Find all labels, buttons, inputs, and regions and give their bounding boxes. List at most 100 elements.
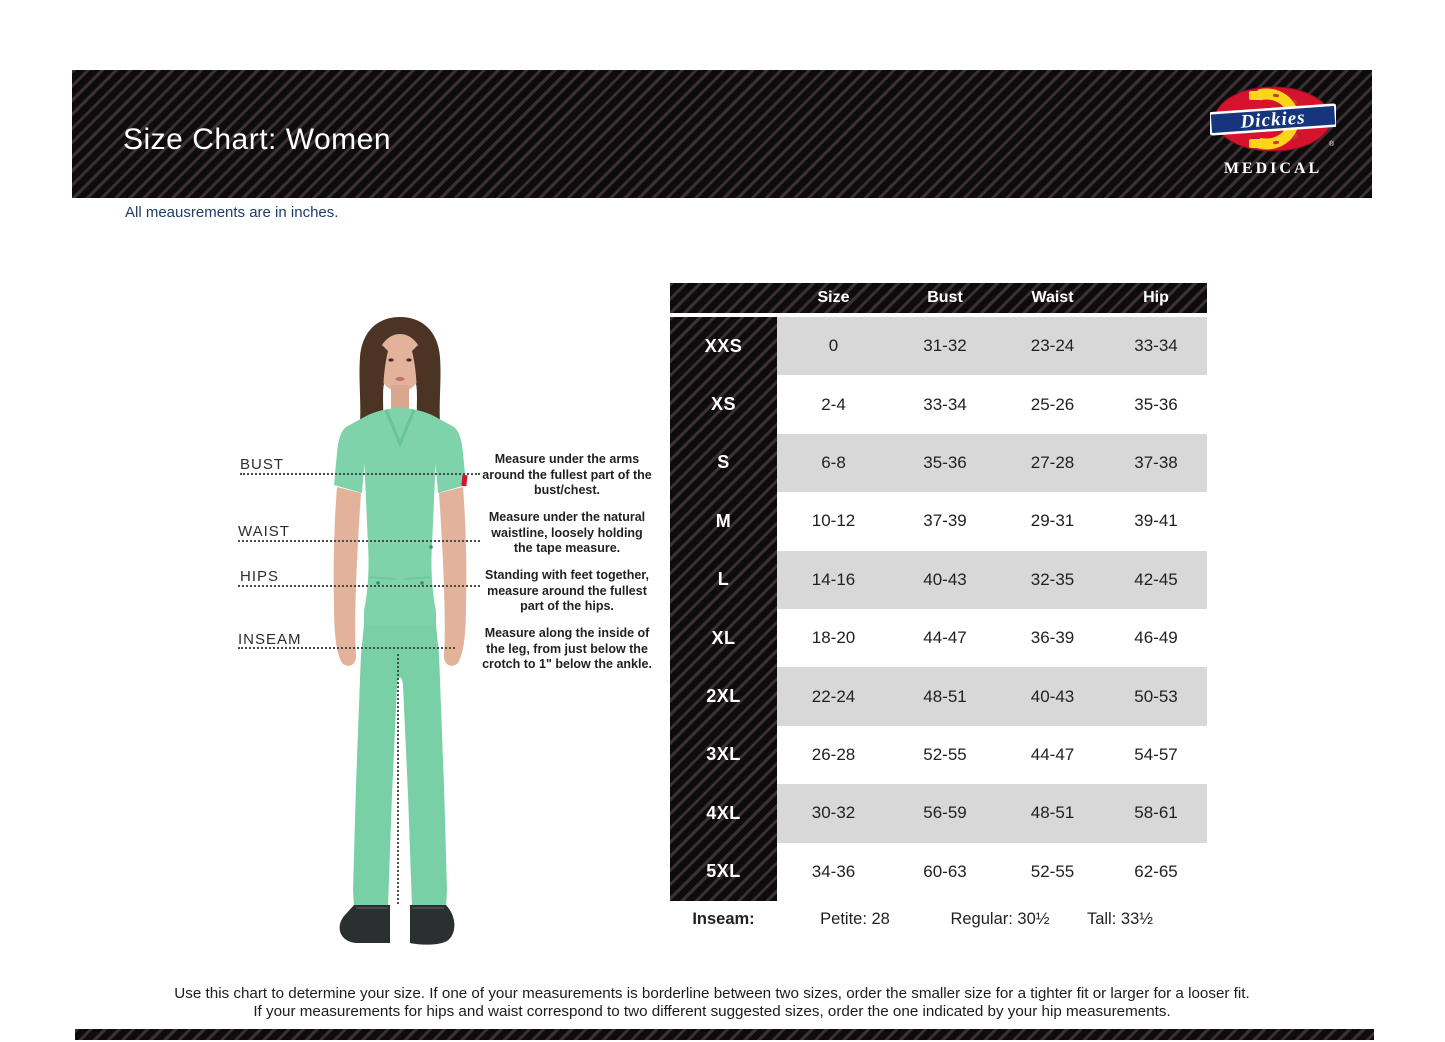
size-value: 5XL — [706, 861, 741, 882]
table-row-5xl: 5XL 34-36 60-63 52-55 62-65 — [670, 843, 1207, 901]
cell-waist: 25-26 — [1030, 394, 1075, 414]
inseam-label: INSEAM — [238, 631, 302, 648]
cell-size-range: 2-4 — [821, 394, 846, 414]
brand-name: Dickies — [1239, 107, 1306, 133]
cell-size-range: 0 — [777, 317, 890, 376]
header-spacer — [670, 283, 777, 313]
cell-hip: 39-41 — [1134, 511, 1178, 531]
cell-hip: 62-65 — [1134, 861, 1178, 881]
inseam-row: Inseam: Petite: 28 Regular: 30½ Tall: 33… — [670, 910, 1207, 929]
cell-waist: 40-43 — [1000, 667, 1105, 726]
cell-waist: 32-35 — [1000, 550, 1105, 609]
cell-size-range: 18-20 — [811, 628, 856, 648]
bust-description: Measure under the arms around the fulles… — [482, 452, 652, 497]
col-header-size: Size — [817, 289, 850, 306]
table-row-xxs: XXS 0 31-32 23-24 33-34 — [670, 317, 1207, 376]
table-row-s: S 6-8 35-36 27-28 37-38 — [670, 433, 1207, 493]
cell-size-range: 14-16 — [777, 550, 890, 609]
cell-waist: 27-28 — [1000, 433, 1105, 493]
table-row-l: L 14-16 40-43 32-35 42-45 — [670, 550, 1207, 609]
cell-bust: 40-43 — [890, 550, 1000, 609]
table-row-m: M 10-12 37-39 29-31 39-41 — [670, 492, 1207, 550]
cell-bust: 35-36 — [890, 433, 1000, 493]
inseam-row-label: Inseam: — [692, 910, 755, 928]
cell-bust: 37-39 — [923, 511, 967, 531]
hips-description: Standing with feet together, measure aro… — [485, 568, 649, 613]
size-value: XL — [711, 627, 736, 648]
size-value: L — [717, 569, 730, 590]
model-photo — [333, 317, 468, 945]
cell-size-range: 26-28 — [811, 744, 856, 764]
hips-label: HIPS — [240, 568, 280, 585]
inseam-description: Measure along the inside of the leg, fro… — [482, 626, 652, 671]
cell-waist: 23-24 — [1000, 317, 1105, 376]
size-column-background — [670, 317, 777, 901]
registered-mark: ® — [1329, 140, 1335, 148]
cell-size-range: 6-8 — [777, 433, 890, 493]
cell-bust: 31-32 — [890, 317, 1000, 376]
bust-dotted-line — [240, 473, 480, 475]
table-row-xs: XS 2-4 33-34 25-26 35-36 — [670, 375, 1207, 433]
footer-instructions: Use this chart to determine your size. I… — [72, 985, 1352, 1020]
footer-line-1: Use this chart to determine your size. I… — [174, 985, 1250, 1002]
waist-description: Measure under the natural waistline, loo… — [488, 510, 646, 555]
waist-dotted-line — [238, 540, 480, 542]
size-value: XXS — [704, 335, 743, 356]
size-value: 4XL — [706, 802, 741, 823]
waist-label: WAIST — [238, 523, 290, 540]
size-table-header: Size Bust Waist Hip — [670, 283, 1207, 313]
inseam-tall: Tall: 33½ — [1086, 910, 1154, 928]
cell-hip: 54-57 — [1134, 744, 1178, 764]
cell-bust: 60-63 — [923, 861, 967, 881]
cell-size-range: 22-24 — [777, 667, 890, 726]
size-value: M — [715, 510, 732, 531]
footer-line-2: If your measurements for hips and waist … — [253, 1002, 1171, 1020]
cell-waist: 52-55 — [1030, 861, 1075, 881]
bust-label: BUST — [240, 456, 285, 473]
table-row-2xl: 2XL 22-24 48-51 40-43 50-53 — [670, 667, 1207, 726]
inseam-vertical-dotted-line — [397, 654, 399, 904]
dickies-logo-icon: Dickies ® — [1210, 86, 1336, 152]
cell-hip: 33-34 — [1105, 317, 1207, 376]
inseam-dotted-line — [238, 647, 455, 649]
cell-bust: 52-55 — [923, 744, 967, 764]
hips-dotted-line — [238, 585, 480, 587]
table-row-3xl: 3XL 26-28 52-55 44-47 54-57 — [670, 726, 1207, 784]
cell-waist: 48-51 — [1000, 784, 1105, 843]
table-row-xl: XL 18-20 44-47 36-39 46-49 — [670, 609, 1207, 667]
bottom-bar — [75, 1029, 1374, 1040]
size-value: S — [717, 452, 730, 473]
cell-hip: 58-61 — [1105, 784, 1207, 843]
header-banner: Size Chart: Women Dickies ® MEDICAL — [72, 70, 1372, 198]
cell-waist: 36-39 — [1030, 628, 1075, 648]
cell-bust: 48-51 — [890, 667, 1000, 726]
units-note: All meausrements are in inches. — [125, 204, 339, 221]
cell-size-range: 10-12 — [811, 511, 856, 531]
cell-hip: 42-45 — [1105, 550, 1207, 609]
cell-hip: 35-36 — [1134, 394, 1178, 414]
cell-hip: 37-38 — [1105, 433, 1207, 493]
table-row-4xl: 4XL 30-32 56-59 48-51 58-61 — [670, 784, 1207, 843]
inseam-regular: Regular: 30½ — [950, 910, 1050, 928]
size-table-body: XXS 0 31-32 23-24 33-34 XS 2-4 33-34 25-… — [670, 317, 1207, 901]
page-title: Size Chart: Women — [123, 123, 392, 156]
cell-size-range: 30-32 — [777, 784, 890, 843]
cell-waist: 29-31 — [1030, 511, 1075, 531]
size-value: 2XL — [706, 686, 741, 707]
brand-logo: Dickies ® MEDICAL — [1198, 86, 1348, 190]
cell-hip: 46-49 — [1134, 628, 1178, 648]
size-value: 3XL — [706, 744, 741, 765]
size-table: Size Bust Waist Hip XXS 0 31-32 23-24 33… — [670, 283, 1207, 929]
cell-bust: 44-47 — [923, 628, 967, 648]
cell-size-range: 34-36 — [811, 861, 856, 881]
cell-hip: 50-53 — [1105, 667, 1207, 726]
brand-division-label: MEDICAL — [1223, 160, 1323, 177]
size-value: XS — [710, 394, 736, 415]
inseam-petite: Petite: 28 — [820, 910, 890, 928]
cell-bust: 56-59 — [890, 784, 1000, 843]
col-header-bust: Bust — [927, 289, 963, 306]
cell-waist: 44-47 — [1030, 744, 1075, 764]
cell-bust: 33-34 — [923, 394, 967, 414]
col-header-hip: Hip — [1143, 289, 1169, 306]
